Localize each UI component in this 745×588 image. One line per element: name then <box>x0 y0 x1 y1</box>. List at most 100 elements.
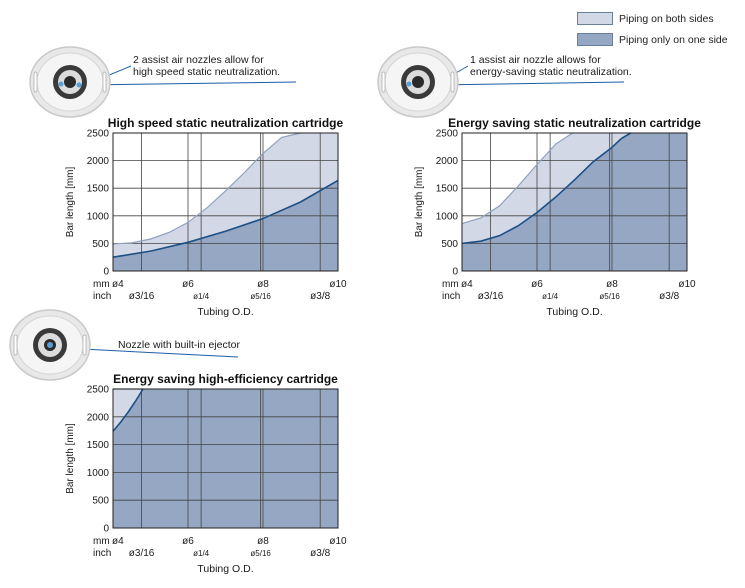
plot-frame <box>112 132 339 272</box>
x-tick-label-inch: ø1/4 <box>193 292 210 301</box>
region-one-side <box>113 389 338 528</box>
y-tick-label: 1500 <box>87 184 110 195</box>
annotation-line: 2 assist air nozzles allow for <box>133 54 264 66</box>
x-tick-label-mm: ø10 <box>329 279 347 290</box>
icon-slot-right <box>102 71 107 93</box>
y-tick-label: 1500 <box>87 440 110 451</box>
x-unit-inch: inch <box>93 291 111 302</box>
annotation-line: 1 assist air nozzle allows for <box>470 54 601 66</box>
chart-annotation: 2 assist air nozzles allow for high speed… <box>133 54 280 78</box>
y-tick-label: 2500 <box>87 129 110 140</box>
y-tick-label: 0 <box>452 267 458 278</box>
callout-line <box>434 81 625 86</box>
chart-1: 2 assist air nozzles allow for high speed… <box>65 54 347 318</box>
chart-annotation: Nozzle with built-in ejector <box>118 339 240 351</box>
icon-slot-right <box>450 71 455 93</box>
x-axis-label: Tubing O.D. <box>197 306 253 318</box>
x-tick-label-inch: ø3/8 <box>310 548 330 559</box>
y-tick-label: 1000 <box>87 211 110 222</box>
x-unit-mm: mm <box>442 279 459 290</box>
x-tick-label-mm: ø10 <box>678 279 696 290</box>
chart-2: 1 assist air nozzle allows for energy-sav… <box>414 54 701 318</box>
x-tick-label-inch: ø3/16 <box>478 291 504 302</box>
callout-line <box>84 81 297 86</box>
x-tick-label-inch: ø1/4 <box>193 549 210 558</box>
icon-nozzle-center <box>64 76 76 88</box>
y-tick-label: 500 <box>92 496 109 507</box>
icon-assist-hole-2 <box>76 82 82 88</box>
y-tick-label: 500 <box>441 239 458 250</box>
x-tick-label-inch: ø5/16 <box>250 292 271 301</box>
x-tick-label-inch: ø3/8 <box>310 291 330 302</box>
icon-nozzle-center <box>412 76 424 88</box>
icon-ejector-hole <box>47 342 53 348</box>
x-tick-label-mm: ø6 <box>531 279 543 290</box>
series-one-side-line <box>461 132 632 245</box>
y-tick-label: 2500 <box>87 385 110 396</box>
icon-slot-right <box>82 334 87 356</box>
y-tick-label: 2000 <box>87 412 110 423</box>
y-axis-label: Bar length [mm] <box>65 423 76 494</box>
legend-item-both-sides: Piping on both sides <box>577 10 728 27</box>
x-axis-label: Tubing O.D. <box>197 563 253 575</box>
y-tick-label: 1000 <box>87 468 110 479</box>
y-tick-label: 2000 <box>436 156 459 167</box>
chart-title: Energy saving static neutralization cart… <box>448 116 701 130</box>
icon-slot-left <box>13 334 18 356</box>
x-tick-label-mm: ø8 <box>606 279 618 290</box>
annotation-line: high speed static neutralization. <box>133 66 280 78</box>
y-tick-label: 2000 <box>87 156 110 167</box>
x-tick-label-mm: ø4 <box>461 279 473 290</box>
x-tick-label-inch: ø3/16 <box>129 548 155 559</box>
annotation-line: energy-saving static neutralization. <box>470 66 632 78</box>
x-tick-label-mm: ø8 <box>257 279 269 290</box>
x-tick-label-inch: ø3/16 <box>129 291 155 302</box>
chart-annotation: 1 assist air nozzle allows for energy-sav… <box>470 54 632 78</box>
x-tick-label-inch: ø5/16 <box>599 292 620 301</box>
nozzle-ejector-icon <box>9 309 91 381</box>
y-tick-label: 0 <box>103 524 109 535</box>
annotation-line: Nozzle with built-in ejector <box>118 339 240 351</box>
x-tick-label-mm: ø4 <box>112 279 124 290</box>
series-one-side-line <box>112 179 339 258</box>
x-tick-label-inch: ø5/16 <box>250 549 271 558</box>
series-both-sides-line <box>461 132 573 225</box>
x-tick-label-mm: ø6 <box>182 536 194 547</box>
nozzle-two-assist-icon <box>29 46 111 118</box>
y-tick-label: 500 <box>92 239 109 250</box>
x-unit-mm: mm <box>93 536 110 547</box>
icon-slot-left <box>381 71 386 93</box>
x-tick-label-inch: ø1/4 <box>542 292 559 301</box>
x-tick-label-mm: ø4 <box>112 536 124 547</box>
region-one-side <box>462 133 687 271</box>
x-unit-inch: inch <box>93 548 111 559</box>
legend-swatch-one-side <box>577 33 613 46</box>
y-tick-label: 1000 <box>436 211 459 222</box>
series-both-sides-line <box>112 132 301 245</box>
y-tick-label: 0 <box>103 267 109 278</box>
x-tick-label-inch: ø3/8 <box>659 291 679 302</box>
x-unit-mm: mm <box>93 279 110 290</box>
legend-swatch-both-sides <box>577 12 613 25</box>
x-tick-label-mm: ø8 <box>257 536 269 547</box>
legend-label-both-sides: Piping on both sides <box>619 12 714 25</box>
y-tick-label: 1500 <box>436 184 459 195</box>
legend-label-one-side: Piping only on one side <box>619 33 728 46</box>
nozzle-one-assist-icon <box>377 46 459 118</box>
y-axis-label: Bar length [mm] <box>414 166 425 237</box>
x-axis-label: Tubing O.D. <box>546 306 602 318</box>
icon-assist-hole <box>406 81 412 87</box>
icon-assist-hole <box>58 81 64 87</box>
legend: Piping on both sides Piping only on one … <box>577 10 728 52</box>
x-tick-label-mm: ø6 <box>182 279 194 290</box>
chart-title: High speed static neutralization cartrid… <box>108 116 344 130</box>
legend-item-one-side: Piping only on one side <box>577 31 728 48</box>
icon-slot-left <box>33 71 38 93</box>
chart-title: Energy saving high-efficiency cartridge <box>113 372 338 386</box>
plot-frame <box>112 388 339 529</box>
series-one-side-line <box>112 388 144 432</box>
x-unit-inch: inch <box>442 291 460 302</box>
plot-frame <box>461 132 688 272</box>
chart-3: Nozzle with built-in ejector Energy savin… <box>61 339 347 575</box>
